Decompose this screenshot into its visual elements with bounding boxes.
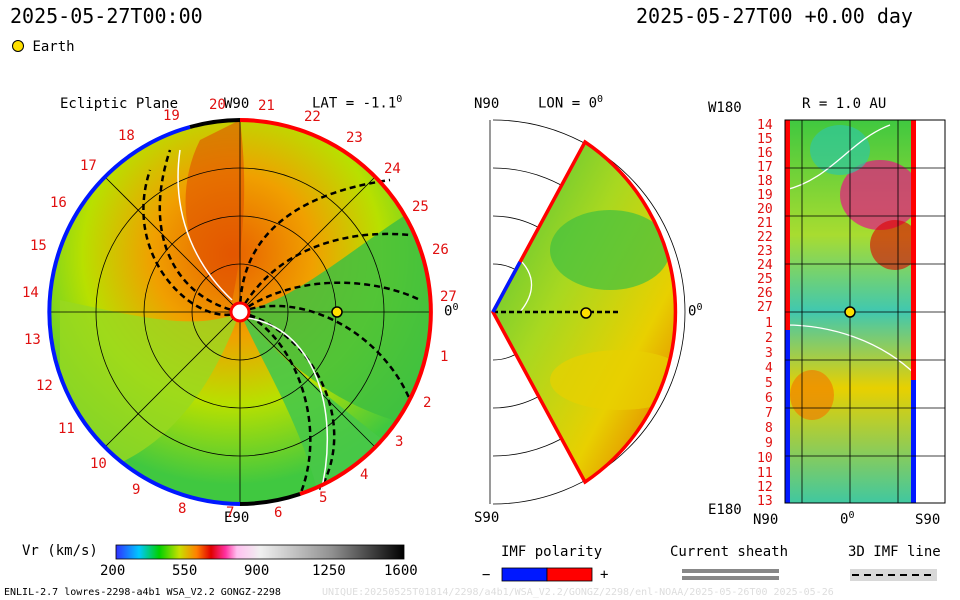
footer-right: UNIQUE:20250525T01814/2298/a4b1/WSA_V2.2… xyxy=(322,587,834,598)
radial-row: 23 xyxy=(757,244,773,259)
ecliptic-bottom-label: E90 xyxy=(224,510,250,526)
earth-legend-label: Earth xyxy=(32,39,75,55)
ecl-num: 5 xyxy=(319,490,328,506)
imf-polarity-label: IMF polarity xyxy=(501,544,603,560)
ecl-num: 21 xyxy=(258,98,275,114)
ecl-num: 1 xyxy=(440,349,449,365)
radial-row: 14 xyxy=(757,118,773,133)
radial-row: 2 xyxy=(765,331,773,346)
imf-line-label: 3D IMF line xyxy=(848,544,941,560)
ecliptic-plane-plot xyxy=(47,118,433,506)
ecl-num: 14 xyxy=(22,285,39,301)
current-sheath-swatch xyxy=(682,569,779,580)
ecl-num: 17 xyxy=(80,158,97,174)
radial-row: 5 xyxy=(765,376,773,391)
current-sheath-label: Current sheath xyxy=(670,544,789,560)
earth-meridional-marker xyxy=(580,307,592,319)
radial-row: 16 xyxy=(757,146,773,161)
radial-row: 12 xyxy=(757,480,773,495)
radial-row: 18 xyxy=(757,174,773,189)
radial-x-right: S90 xyxy=(915,512,941,528)
ecl-num: 11 xyxy=(58,421,75,437)
radial-r-label: R = 1.0 AU xyxy=(802,96,887,112)
meridional-top-label: N90 xyxy=(474,96,500,112)
ecl-num: 22 xyxy=(304,109,321,125)
ecl-num: 10 xyxy=(90,456,107,472)
radial-row: 25 xyxy=(757,272,773,287)
radial-row: 26 xyxy=(757,286,773,301)
radial-x-mid: 00 xyxy=(840,510,855,528)
radial-row: 7 xyxy=(765,406,773,421)
ecl-num: 8 xyxy=(178,501,187,517)
radial-x-left: N90 xyxy=(753,512,779,528)
ecl-num: 27 xyxy=(440,289,457,305)
radial-row: 13 xyxy=(757,494,773,509)
radial-row: 4 xyxy=(765,361,773,376)
radial-row: 24 xyxy=(757,258,773,273)
right-date: 2025-05-27T00 +0.00 day xyxy=(636,4,913,28)
vr-colorbar xyxy=(115,544,405,560)
ecliptic-right-label: 00 xyxy=(444,302,459,320)
ecl-num: 15 xyxy=(30,238,47,254)
ecl-num: 25 xyxy=(412,199,429,215)
ecl-num: 6 xyxy=(274,505,283,521)
earth-ecliptic-marker xyxy=(331,306,343,318)
footer-left: ENLIL-2.7 lowres-2298-a4b1 WSA_V2.2 GONG… xyxy=(4,587,281,598)
radial-row: 15 xyxy=(757,132,773,147)
ecl-num: 24 xyxy=(384,161,401,177)
ecl-num: 3 xyxy=(395,434,404,450)
ecl-num: 4 xyxy=(360,467,369,483)
meridional-lon-label: LON = 00 xyxy=(538,94,604,112)
ecl-num: 26 xyxy=(432,242,449,258)
earth-legend: Earth xyxy=(12,39,75,55)
colorbar-tick: 1250 xyxy=(312,563,346,579)
colorbar-label: Vr (km/s) xyxy=(22,543,98,559)
radial-row: 8 xyxy=(765,421,773,436)
radial-row: 20 xyxy=(757,202,773,217)
radial-bottom-left: E180 xyxy=(708,502,742,518)
ecl-num: 13 xyxy=(24,332,41,348)
radial-top-left: W180 xyxy=(708,100,742,116)
radial-row: 6 xyxy=(765,391,773,406)
ecliptic-title: Ecliptic Plane xyxy=(60,96,179,112)
ecl-num: 9 xyxy=(132,482,141,498)
ecliptic-top-label: W90 xyxy=(224,96,250,112)
radial-row: 21 xyxy=(757,216,773,231)
imf-plus: + xyxy=(600,567,609,583)
ecl-num: 20 xyxy=(209,97,226,113)
meridional-right-label: 00 xyxy=(688,302,703,320)
meridional-plot xyxy=(489,119,686,505)
ecl-num: 12 xyxy=(36,378,53,394)
ecl-num: 19 xyxy=(163,108,180,124)
radial-row: 10 xyxy=(757,451,773,466)
earth-radial-marker xyxy=(844,306,856,318)
ecl-num: 18 xyxy=(118,128,135,144)
earth-marker-icon xyxy=(12,40,24,52)
radial-row: 11 xyxy=(757,466,773,481)
imf-polarity-bar xyxy=(501,567,593,582)
radial-strip-plot xyxy=(784,119,946,504)
colorbar-tick: 550 xyxy=(172,563,198,579)
imf-minus: − xyxy=(482,567,491,583)
radial-row: 19 xyxy=(757,188,773,203)
radial-row: 3 xyxy=(765,346,773,361)
colorbar-tick: 200 xyxy=(100,563,126,579)
ecl-num: 7 xyxy=(226,505,235,521)
imf-line-swatch xyxy=(850,569,937,581)
radial-row: 22 xyxy=(757,230,773,245)
radial-row: 17 xyxy=(757,160,773,175)
colorbar-tick: 900 xyxy=(244,563,270,579)
ecl-num: 23 xyxy=(346,130,363,146)
meridional-bottom-label: S90 xyxy=(474,510,500,526)
colorbar-tick: 1600 xyxy=(384,563,418,579)
left-date: 2025-05-27T00:00 xyxy=(10,4,203,28)
radial-row: 27 xyxy=(757,300,773,315)
ecl-num: 2 xyxy=(423,395,432,411)
radial-row: 1 xyxy=(765,316,773,331)
ecl-num: 16 xyxy=(50,195,67,211)
ecliptic-lat-label: LAT = -1.10 xyxy=(312,94,403,112)
radial-row: 9 xyxy=(765,436,773,451)
